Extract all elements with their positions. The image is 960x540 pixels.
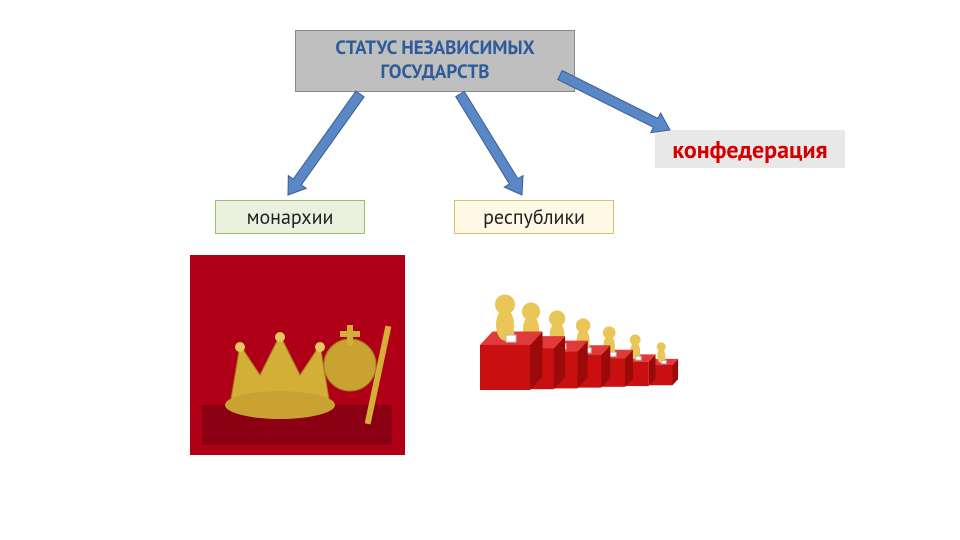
confederation-label: конфедерация [672, 134, 827, 165]
monarchy-box: монархии [215, 200, 365, 234]
confederation-box: конфедерация [655, 130, 845, 168]
title-box: СТАТУС НЕЗАВИСИМЫХ ГОСУДАРСТВ [295, 30, 575, 92]
monarchy-label: монархии [247, 204, 334, 230]
title-text: СТАТУС НЕЗАВИСИМЫХ ГОСУДАРСТВ [304, 37, 566, 85]
republic-box: республики [454, 200, 614, 234]
republic-label: республики [483, 204, 585, 230]
voting-image [460, 255, 690, 430]
crown-image [190, 255, 405, 455]
